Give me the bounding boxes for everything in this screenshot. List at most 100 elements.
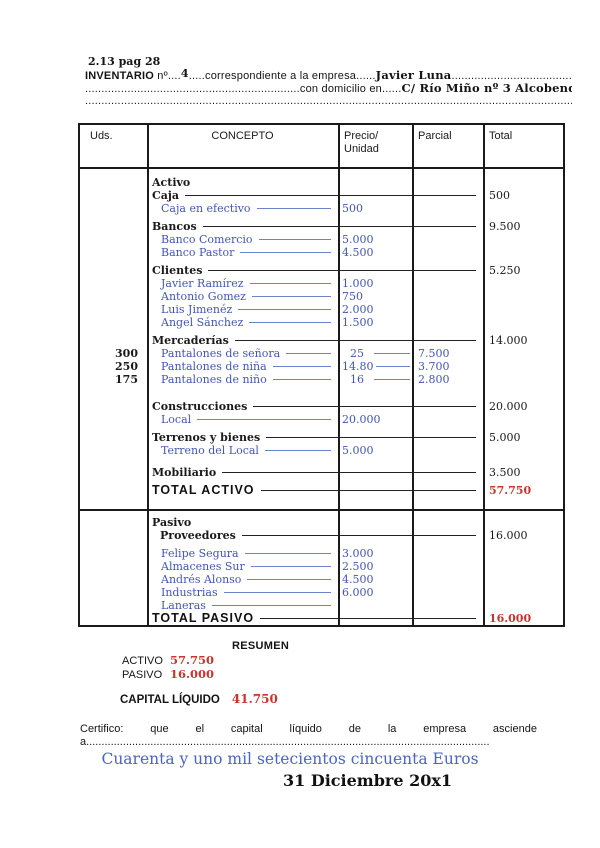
form-header-line3: ........................................… [85,95,572,107]
leader-line [272,366,331,367]
form-line1-dots: ........................................… [451,70,572,82]
certificate-word: líquido [289,723,322,735]
capital-liquido-row: CAPITAL LÍQUIDO 41.750 [120,692,278,706]
row-label: Proveedores [160,529,236,542]
row-label: Antonio Gomez [161,290,246,303]
column-header-parcial: Parcial [418,130,452,142]
resumen-title: RESUMEN [232,640,290,652]
inventory-row: Activo [80,176,563,189]
certificate-word: Certifico: [80,723,124,735]
row-label: Pasivo [152,516,192,529]
inventory-date: 31 Diciembre 20x1 [283,771,453,790]
resumen-activo-value: 57.750 [170,653,215,667]
certificate-word: de [348,723,362,735]
inventory-row: Antonio Gomez 750 [80,290,563,303]
leader-line [240,252,331,253]
certificate-a-label: a [80,736,87,748]
row-unit-price: 4.500 [342,246,374,259]
row-parcial-value: 7.500 [418,347,450,360]
row-label: Andrés Alonso [161,573,242,586]
leader-line [222,472,476,473]
company-address: C/ Río Miño nº 3 Alcobendas [401,81,572,95]
leader-line [197,419,331,420]
row-unit-price: 6.000 [342,586,374,599]
leader-line [238,309,331,310]
leader-line [253,406,476,407]
inventory-table: Uds. CONCEPTO Precio/Unidad Parcial Tota… [78,123,565,627]
form-line1-text: .....correspondiente a la empresa...... [188,70,376,82]
column-divider-precio [412,125,414,625]
form-line2-lead-dots: ........................................… [85,83,300,95]
leader-line [250,566,331,567]
leader-line [211,605,331,606]
row-total-value: 16.000 [489,529,528,542]
inventory-row: Industrias 6.000 [80,586,563,599]
leader-line [260,490,476,491]
row-label: Caja en efectivo [161,202,251,215]
form-number-label: nº.... [154,70,181,82]
row-label: TOTAL PASIVO [152,611,255,625]
certificate-word: la [387,723,397,735]
inventory-table-body: Activo Caja 500 Caja en efectivo 500 Bancos 9.… [80,167,563,629]
column-header-precio: Precio/Unidad [344,130,379,155]
leader-line [241,535,476,536]
inventory-row: 250 Pantalones de niña 14.80 3.700 [80,360,563,373]
leader-line [258,239,331,240]
company-name: Javier Luna [375,68,452,82]
row-total-value: 3.500 [489,466,521,479]
row-total-value: 500 [489,189,510,202]
leader-line [223,592,331,593]
inventory-row: Mobiliario 3.500 [80,466,563,479]
capital-liquido-value: 41.750 [231,692,278,706]
row-unit-price: 25 [342,347,412,360]
column-divider-concepto [338,125,340,625]
row-label: Javier Ramírez [161,277,244,290]
inventory-row: Felipe Segura 3.000 [80,547,563,560]
row-label: Activo [152,176,191,189]
inventory-row: Andrés Alonso 4.500 [80,573,563,586]
row-label: Clientes [152,264,203,277]
row-total-value: 5.250 [489,264,521,277]
row-label: Pantalones de niña [161,360,267,373]
leader-line [272,379,331,380]
row-unit-price: 14.80 [342,360,412,373]
leader-line [247,579,331,580]
row-unit-price: 3.000 [342,547,374,560]
row-label: Terrenos y bienes [152,431,261,444]
row-total-value: 14.000 [489,334,528,347]
row-label: Bancos [152,220,197,233]
inventory-row: Mercaderías 14.000 [80,334,563,347]
inventory-row: TOTAL ACTIVO 57.750 [80,484,563,501]
inventory-row: Clientes 5.250 [80,264,563,277]
row-unit-price: 16 [342,373,412,386]
row-label: Banco Comercio [161,233,253,246]
inventory-row: Laneras [80,599,563,612]
leader-line [244,553,331,554]
row-label: Caja [152,189,179,202]
column-divider-uds [147,125,149,625]
leader-line [264,450,331,451]
row-parcial-value: 3.700 [418,360,450,373]
leader-line [375,366,410,367]
leader-line [249,322,331,323]
row-label: Industrias [161,586,218,599]
leader-line [374,379,410,380]
row-total-value: 20.000 [489,400,528,413]
resumen-pasivo-value: 16.000 [170,667,215,681]
header-row-divider [80,167,563,169]
capital-amount-words: Cuarenta y uno mil setecientos cincuenta… [101,750,479,768]
row-units: 250 [115,360,138,373]
row-label: Luis Jimenéz [161,303,233,316]
form-line3-dots: ........................................… [85,95,572,107]
inventory-row: Luis Jimenéz 2.000 [80,303,563,316]
form-header-line2: ........................................… [85,81,572,95]
section-divider [80,509,563,511]
row-unit-price: 2.000 [342,303,374,316]
row-label: Pantalones de niño [161,373,267,386]
certificate-sentence: Certifico: que el capital líquido de la empresa… [80,723,537,735]
row-unit-price: 1.000 [342,277,374,290]
column-header-uds: Uds. [90,130,113,142]
leader-line [185,195,476,196]
inventory-row: Angel Sánchez 1.500 [80,316,563,329]
